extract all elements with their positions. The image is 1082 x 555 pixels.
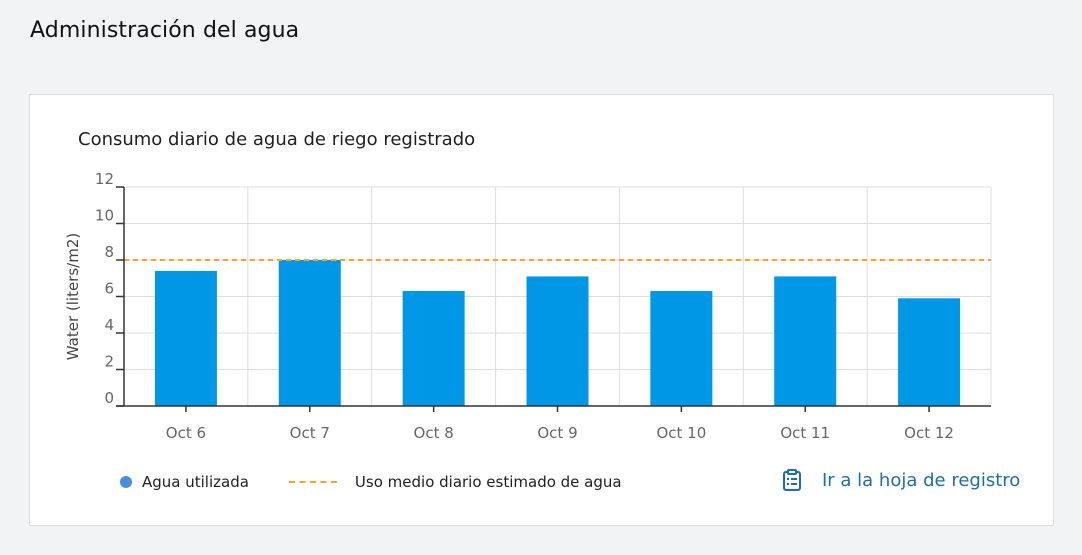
x-tick-label: Oct 7 — [290, 424, 330, 442]
x-tick-label: Oct 12 — [904, 424, 954, 442]
legend-dot-icon — [120, 476, 132, 488]
y-tick-label: 10 — [95, 207, 114, 225]
legend-label-bars: Agua utilizada — [142, 473, 249, 491]
legend-dashed-line-icon — [288, 481, 337, 483]
bar-oct-10 — [650, 291, 713, 406]
y-tick-label: 4 — [104, 316, 114, 334]
legend-label-line: Uso medio diario estimado de agua — [354, 473, 622, 491]
x-tick-label: Oct 9 — [537, 424, 577, 442]
chart-card: Consumo diario de agua de riego registra… — [29, 94, 1054, 526]
x-tick-label: Oct 8 — [414, 424, 454, 442]
x-tick-label: Oct 11 — [780, 424, 830, 442]
page-title: Administración del agua — [30, 18, 300, 43]
y-tick-label: 8 — [104, 243, 114, 261]
y-tick-label: 12 — [95, 170, 114, 188]
legend-item-line: Uso medio diario estimado de agua — [288, 473, 622, 491]
bar-oct-9 — [526, 276, 589, 406]
bar-oct-7 — [278, 260, 341, 406]
chart-title: Consumo diario de agua de riego registra… — [78, 129, 476, 150]
register-sheet-link[interactable]: Ir a la hoja de registro — [782, 469, 1020, 491]
y-tick-label: 6 — [104, 280, 114, 298]
y-axis-title: Water (liters/m2) — [64, 233, 82, 360]
y-tick-label: 2 — [104, 353, 114, 371]
clipboard-icon — [782, 469, 802, 491]
chart-legend: Agua utilizada Uso medio diario estimado… — [120, 473, 662, 491]
x-tick-label: Oct 6 — [166, 424, 206, 442]
y-tick-label: 0 — [104, 389, 114, 407]
bar-oct-8 — [402, 291, 465, 406]
x-tick-label: Oct 10 — [656, 424, 706, 442]
bar-chart: 0 2 4 6 8 10 12 Oct 6 Oct 7 Oct 8 Oct 9 Oct 10 Oct 1… — [64, 170, 992, 442]
bar-oct-11 — [774, 276, 837, 406]
bar-oct-6 — [154, 270, 217, 406]
legend-item-bars: Agua utilizada — [120, 473, 249, 491]
bar-oct-12 — [898, 298, 961, 406]
register-link-label: Ir a la hoja de registro — [822, 469, 1021, 491]
